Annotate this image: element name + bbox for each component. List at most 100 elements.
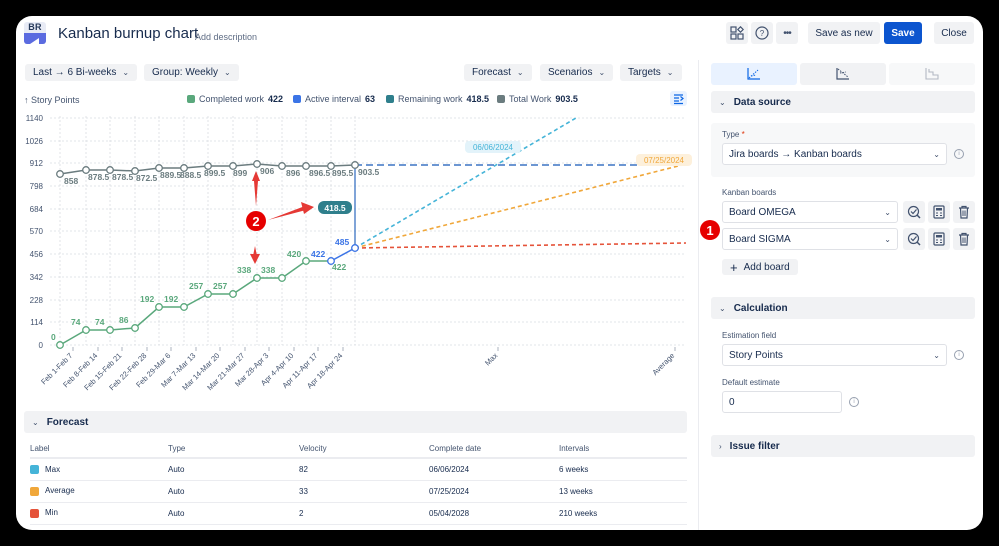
annotation-badge-1: 1 [700,220,720,240]
info-icon[interactable]: i [849,397,859,407]
svg-text:257: 257 [213,281,227,291]
max-date-label: 06/06/2024 [473,143,514,152]
burnup-chart[interactable]: 1140 1026 912 798 684 570 456 342 228 11… [16,16,698,416]
sail-icon [30,38,39,44]
legend-remaining-work[interactable]: Remaining work 418.5 [386,94,489,104]
svg-text:228: 228 [30,296,44,305]
search-check-icon [907,205,921,219]
type-select[interactable]: Jira boards → Kanban boards ⌄ [722,143,947,165]
forecast-section-header[interactable]: ⌄ Forecast [24,411,687,433]
range-dropdown[interactable]: Last → 6 Bi-weeks ⌄ [25,64,138,81]
board-omega-delete-button[interactable] [953,201,975,223]
estimation-field-select[interactable]: Story Points ⌄ [722,344,947,366]
svg-text:896.5: 896.5 [309,168,331,178]
chevron-down-icon: ⌄ [719,303,726,313]
svg-text:896: 896 [286,168,300,178]
forecast-min-line [354,242,687,249]
add-board-button[interactable]: + Add board [722,259,798,275]
grid [50,116,686,346]
chevron-down-icon: ⌄ [884,234,891,244]
x-axis-labels: Feb 1-Feb 7 Feb 8-Feb 14 Feb 15-Feb 21 F… [39,351,676,392]
add-description-link[interactable]: Add description [195,32,258,42]
calculation-section-header[interactable]: ⌄ Calculation [711,297,975,319]
svg-text:872.5: 872.5 [136,173,158,183]
chevron-down-icon: ⌄ [933,350,940,360]
svg-text:422: 422 [311,249,325,259]
scenarios-dropdown[interactable]: Scenarios ⌄ [540,64,614,81]
legend-completed[interactable]: Completed work 422 [187,94,283,104]
forecast-max-line [354,117,577,249]
close-button[interactable]: Close [934,22,974,44]
svg-text:?: ? [760,29,765,38]
chevron-down-icon: ⌄ [598,68,606,77]
svg-text:Average: Average [650,351,676,377]
forecast-dropdown[interactable]: Forecast ⌄ [464,64,532,81]
svg-text:192: 192 [140,294,154,304]
forecast-average-line [354,163,687,249]
calculator-icon [933,232,945,246]
tab-step-chart[interactable] [889,63,975,85]
app-logo: BR [24,22,46,44]
data-source-section-header[interactable]: ⌄ Data source [711,91,975,113]
step-chart-icon [925,68,939,80]
remaining-work-badge [318,201,352,214]
chevron-down-icon: ⌄ [884,207,891,217]
more-button[interactable]: ••• [776,22,798,44]
svg-text:338: 338 [237,265,251,275]
board-select-sigma[interactable]: Board SIGMA ⌄ [722,228,898,250]
chevron-down-icon: ⌄ [32,417,39,427]
tab-burndown-chart[interactable] [800,63,886,85]
targets-dropdown[interactable]: Targets ⌄ [620,64,682,81]
svg-text:192: 192 [164,294,178,304]
svg-text:420: 420 [287,249,301,259]
svg-text:798: 798 [30,182,44,191]
forecast-row-average[interactable]: Average Auto 33 07/25/2024 13 weeks [30,480,687,503]
svg-text:888.5: 888.5 [180,170,202,180]
svg-text:338: 338 [261,265,275,275]
more-icon: ••• [783,27,791,39]
chevron-down-icon: ⌄ [516,68,524,77]
svg-text:899: 899 [233,168,247,178]
y-axis: 1140 1026 912 798 684 570 456 342 228 11… [25,114,43,350]
save-as-new-button[interactable]: Save as new [808,22,880,44]
annotation-arrows [250,171,314,264]
search-check-icon [907,232,921,246]
forecast-table: Label Type Velocity Complete date Interv… [30,440,687,525]
svg-text:418.5: 418.5 [324,203,346,213]
app-window: BR Kanban burnup chart Add description ?… [16,16,983,530]
active-interval-line [330,247,356,262]
board-omega-calculator-button[interactable] [928,201,950,223]
burndown-chart-icon [836,68,849,80]
default-estimate-input[interactable]: 0 [722,391,842,413]
svg-text:74: 74 [71,317,81,327]
board-select-omega[interactable]: Board OMEGA ⌄ [722,201,898,223]
y-axis-title: ↑ Story Points [24,95,80,105]
info-icon[interactable]: i [954,149,964,159]
svg-text:684: 684 [30,205,44,214]
svg-text:1026: 1026 [25,137,43,146]
forecast-row-min[interactable]: Min Auto 2 05/04/2028 210 weeks [30,502,687,525]
svg-text:86: 86 [119,315,129,325]
save-button[interactable]: Save [884,22,922,44]
forecast-row-max[interactable]: Max Auto 82 06/06/2024 6 weeks [30,458,687,481]
board-sigma-calculator-button[interactable] [928,228,950,250]
apps-icon [730,26,744,40]
chevron-down-icon: ⌄ [666,68,674,77]
board-omega-check-button[interactable] [903,201,925,223]
group-dropdown[interactable]: Group: Weekly ⌄ [144,64,239,81]
average-date-label: 07/25/2024 [644,156,685,165]
panel-divider[interactable] [698,60,699,530]
toggle-panel-button[interactable] [670,91,687,106]
apps-button[interactable] [726,22,748,44]
svg-text:889.5: 889.5 [160,170,182,180]
tab-burnup-chart[interactable] [711,63,797,85]
legend-active-interval[interactable]: Active interval 63 [293,94,375,104]
svg-text:878.5: 878.5 [88,172,110,182]
info-icon[interactable]: i [954,350,964,360]
board-sigma-delete-button[interactable] [953,228,975,250]
issue-filter-section-header[interactable]: › Issue filter [711,435,975,457]
legend-total-work[interactable]: Total Work 903.5 [497,94,578,104]
board-sigma-check-button[interactable] [903,228,925,250]
help-button[interactable]: ? [751,22,773,44]
